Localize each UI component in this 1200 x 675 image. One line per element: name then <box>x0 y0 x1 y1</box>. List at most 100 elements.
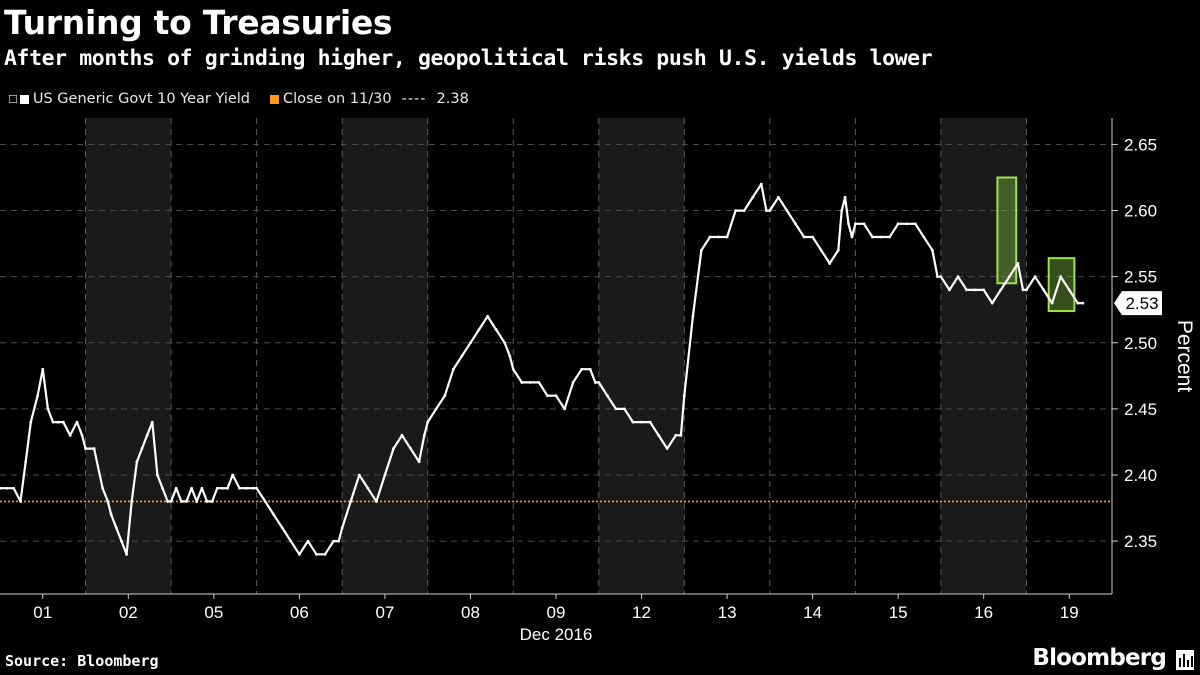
series-point <box>215 486 219 490</box>
series-point <box>161 486 164 490</box>
legend-item-series[interactable]: ☐ US Generic Govt 10 Year Yield <box>8 91 250 107</box>
series-point <box>948 288 951 292</box>
series-point <box>400 433 404 437</box>
series-point <box>648 420 652 424</box>
series-point <box>306 539 310 543</box>
series-point <box>1081 301 1085 305</box>
series-point <box>422 433 426 437</box>
series-point <box>1007 275 1011 279</box>
series-point <box>982 288 986 292</box>
source-note: Source: Bloomberg <box>5 652 159 670</box>
legend-item-reference[interactable]: Close on 11/30 ---- 2.38 <box>270 91 469 107</box>
series-point <box>725 235 729 239</box>
series-point <box>289 539 293 543</box>
legend-reference-label: Close on 11/30 <box>283 91 392 107</box>
series-point <box>1059 275 1063 279</box>
series-point <box>92 447 96 450</box>
series-point <box>879 235 883 239</box>
series-point <box>106 500 110 503</box>
series-point <box>130 500 134 503</box>
x-tick-label: 09 <box>547 603 566 622</box>
series-point <box>871 235 874 239</box>
legend-swatch-orange <box>270 94 280 104</box>
series-point <box>101 486 105 490</box>
series-point <box>61 420 65 424</box>
series-point <box>682 394 686 398</box>
shaded-day-band <box>940 118 1027 594</box>
series-point <box>51 420 55 424</box>
series-point <box>922 235 926 239</box>
series-point <box>528 381 532 384</box>
series-point <box>768 209 772 212</box>
series-point <box>759 182 763 186</box>
series-point <box>717 235 720 239</box>
x-tick-label: 05 <box>204 603 223 622</box>
series-point <box>850 235 854 239</box>
series-point <box>114 526 118 530</box>
series-point <box>226 486 229 490</box>
series-point <box>68 433 72 437</box>
series-point <box>665 447 669 450</box>
shaded-day-band <box>85 118 172 594</box>
x-axis-label: Dec 2016 <box>520 625 593 644</box>
series-point <box>174 486 178 490</box>
series-point <box>451 367 455 371</box>
series-point <box>785 209 789 212</box>
series-point <box>819 248 823 252</box>
series-point <box>477 328 481 331</box>
series-point <box>120 539 123 543</box>
series-point <box>409 447 412 450</box>
legend-reference-value: 2.38 <box>436 91 469 107</box>
series-point <box>221 486 224 490</box>
series-point <box>332 539 335 543</box>
series-point <box>263 500 267 503</box>
series-point <box>734 209 738 212</box>
y-tick-label: 2.60 <box>1124 202 1157 221</box>
series-point <box>930 248 934 252</box>
series-point <box>956 275 960 279</box>
series-point <box>366 486 370 490</box>
shaded-day-band <box>598 118 685 594</box>
series-point <box>537 381 541 384</box>
series-point <box>1067 288 1071 292</box>
series-point <box>640 420 643 424</box>
series-point <box>150 420 154 424</box>
series-point <box>593 381 597 384</box>
series-point <box>1042 288 1045 292</box>
series-point <box>1050 301 1054 305</box>
series-point <box>939 275 943 279</box>
y-tick-label: 2.65 <box>1124 135 1157 154</box>
legend-dashes: ---- <box>401 91 427 107</box>
series-point <box>605 394 609 398</box>
highlight-box <box>1047 257 1076 313</box>
series-point <box>588 367 592 371</box>
last-value-label: 2.53 <box>1125 294 1158 313</box>
last-value-tag: 2.53 <box>1114 291 1162 316</box>
series-point <box>657 433 661 437</box>
series-point <box>674 433 678 437</box>
series-point <box>508 354 512 358</box>
series-point <box>1016 262 1020 265</box>
series-point <box>888 235 891 239</box>
series-point <box>802 235 806 239</box>
legend-pin-icon: ☐ <box>8 92 18 106</box>
y-axis-label: Percent <box>1173 320 1196 393</box>
series-point <box>460 354 464 358</box>
series-point <box>145 433 149 437</box>
series-point <box>990 301 994 305</box>
series-point <box>546 394 549 398</box>
series-point <box>36 394 40 398</box>
x-tick-label: 07 <box>375 603 394 622</box>
series-point <box>357 473 361 477</box>
x-tick-label: 14 <box>803 603 822 622</box>
series-point <box>614 407 618 411</box>
series-point <box>777 195 780 199</box>
series-point <box>244 486 248 490</box>
y-tick-label: 2.55 <box>1124 268 1157 287</box>
series-point <box>1025 288 1028 292</box>
series-point <box>847 222 850 226</box>
x-tick-label: 06 <box>290 603 309 622</box>
series-point <box>1076 301 1080 305</box>
series-point <box>434 407 438 411</box>
